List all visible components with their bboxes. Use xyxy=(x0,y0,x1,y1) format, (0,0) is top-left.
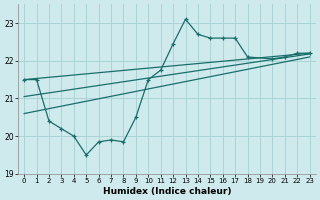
X-axis label: Humidex (Indice chaleur): Humidex (Indice chaleur) xyxy=(103,187,231,196)
